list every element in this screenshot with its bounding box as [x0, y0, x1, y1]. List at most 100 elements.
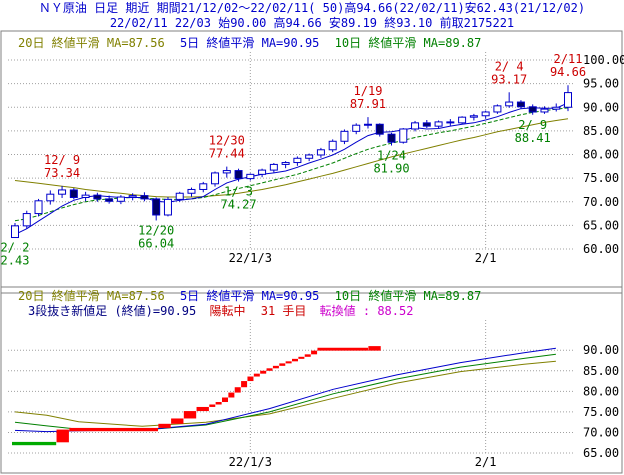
reversal-value: 転換値 : 88.52	[320, 303, 414, 318]
brick-up	[253, 373, 260, 377]
lower-x-tick-label: 22/1/3	[229, 455, 272, 469]
high-annotation-date: 2/ 4	[495, 59, 524, 73]
brick-up	[311, 350, 318, 355]
upper-y-tick-label: 60.00	[583, 242, 619, 256]
lower-y-tick-label: 85.00	[583, 364, 619, 378]
newprice-info: 3段抜き新値足 (終値)=90.95 陽転中 31 手目 転換値 : 88.52	[28, 303, 413, 318]
low-annotation-date: 12/20	[138, 223, 174, 237]
brick-up	[241, 381, 248, 388]
candle-down	[152, 198, 161, 216]
candle-up	[316, 149, 325, 156]
step-count: 31 手目	[261, 304, 307, 318]
lower-ma20-line	[14, 360, 556, 427]
candle-up	[199, 183, 208, 190]
candle-down	[422, 122, 431, 127]
candle-up	[352, 124, 361, 132]
upper-moving-averages	[14, 102, 569, 235]
brick-up	[285, 361, 292, 364]
high-annotation-date: 2/11	[554, 52, 583, 66]
candles	[11, 85, 572, 239]
candle-up	[564, 92, 572, 108]
candle-up	[58, 189, 67, 195]
high-annotation-value: 73.34	[44, 166, 80, 180]
low-annotation-date: 2/ 2	[1, 241, 30, 255]
brick-up	[272, 365, 279, 369]
brick-up	[234, 387, 241, 393]
upper-ma20-line	[14, 118, 569, 198]
brick-up	[298, 356, 305, 359]
upper-ma5-line	[14, 102, 569, 235]
lower-y-tick-label: 65.00	[583, 446, 619, 460]
candle-up	[411, 122, 420, 130]
candle-down	[93, 194, 102, 200]
candle-up	[293, 157, 302, 164]
low-annotation-value: 81.90	[373, 162, 409, 176]
candle-up	[458, 116, 467, 124]
brick-up	[171, 418, 184, 424]
candle-up	[328, 140, 337, 151]
candle-up	[34, 200, 43, 215]
legend-ma5: 5日 終値平滑 MA=90.95	[180, 288, 319, 303]
brick-down	[12, 441, 57, 446]
upper-panel-frame	[0, 30, 623, 294]
legend-ma5: 5日 終値平滑 MA=90.95	[180, 35, 319, 50]
candle-up	[258, 169, 267, 175]
legend-ma20: 20日 終値平滑 MA=87.56	[18, 35, 165, 50]
candle-up	[175, 192, 184, 200]
candle-up	[505, 101, 514, 107]
upper-grid: 100.00 95.00 90.00 85.00 80.00 75.00 70.00 65.0…	[8, 52, 624, 265]
upper-x-tick-label: 2/1	[475, 251, 497, 265]
upper-y-tick-label: 85.00	[583, 124, 619, 138]
lower-grid: 90.00 85.00 80.00 75.00 70.00 65.00 22/1/3 2/1	[8, 320, 619, 469]
low-annotation-value: 66.04	[138, 236, 174, 250]
low-annotation-value: 2.43	[1, 254, 30, 268]
brick-up	[368, 346, 381, 351]
brick-up	[247, 376, 254, 382]
candle-up	[281, 162, 290, 165]
candle-up	[246, 173, 255, 180]
legend-ma10: 10日 終値平滑 MA=89.87	[335, 288, 482, 303]
upper-y-tick-label: 65.00	[583, 218, 619, 232]
candle-up	[116, 196, 125, 202]
low-annotation-date: 1/ 3	[224, 185, 253, 199]
lower-moving-averages	[14, 347, 556, 433]
lower-y-tick-label: 75.00	[583, 405, 619, 419]
brick-up	[279, 363, 286, 366]
low-annotation-value: 74.27	[220, 198, 256, 212]
brick-up	[292, 358, 298, 362]
lower-x-tick-label: 2/1	[475, 455, 497, 469]
candle-up	[11, 225, 19, 239]
brick-up	[266, 368, 273, 371]
candle-up	[469, 115, 478, 118]
candle-up	[46, 193, 55, 202]
candle-down	[528, 106, 537, 113]
candle-up	[399, 128, 408, 143]
upper-y-tick-label: 75.00	[583, 171, 619, 185]
candle-up	[363, 123, 372, 126]
candle-down	[375, 123, 384, 135]
upper-x-tick-label: 22/1/3	[229, 251, 272, 265]
upper-y-tick-label: 90.00	[583, 100, 619, 114]
candle-up	[222, 170, 231, 174]
brick-up	[158, 423, 171, 428]
lower-panel-frame	[0, 286, 623, 474]
upper-legend: 20日 終値平滑 MA=87.56 5日 終値平滑 MA=90.95 10日 終…	[18, 35, 481, 50]
candle-down	[516, 101, 525, 108]
candle-up	[481, 111, 490, 117]
upper-y-tick-label: 70.00	[583, 195, 619, 209]
candle-up	[211, 172, 220, 185]
chart-subtitle: 22/02/11 22/03 始90.00 高94.66 安89.19 終93.…	[109, 16, 515, 30]
high-annotation-date: 1/19	[354, 84, 383, 98]
candle-down	[105, 198, 114, 202]
high-annotation-date: 12/30	[209, 134, 245, 148]
candle-down	[69, 189, 78, 198]
lower-y-tick-label: 80.00	[583, 384, 619, 398]
candle-up	[163, 198, 172, 216]
lower-y-tick-label: 70.00	[583, 425, 619, 439]
brick-up	[317, 347, 368, 351]
candle-up	[269, 163, 278, 171]
brick-up	[215, 402, 222, 405]
upper-y-tick-label: 95.00	[583, 77, 619, 91]
candle-up	[187, 188, 196, 194]
